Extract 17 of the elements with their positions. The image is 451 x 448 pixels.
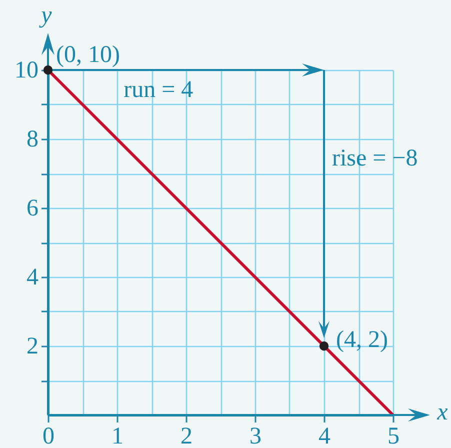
y-tick-label: 10 <box>14 58 38 84</box>
annotation: run = 4 <box>124 77 194 103</box>
x-tick-label: 2 <box>180 424 192 448</box>
x-tick-label: 5 <box>388 424 400 448</box>
x-tick-label: 1 <box>112 424 124 448</box>
y-axis-title: y <box>39 2 52 28</box>
x-tick-label: 0 <box>42 424 54 448</box>
y-tick-label: 6 <box>26 196 38 222</box>
y-tick-label: 4 <box>26 264 38 290</box>
annotation: rise = −8 <box>332 145 418 172</box>
annotation: (0, 10) <box>56 42 120 68</box>
x-tick-label: 3 <box>250 424 262 448</box>
y-tick-label: 8 <box>26 126 38 152</box>
x-axis-title: x <box>436 400 448 426</box>
y-tick-label: 2 <box>26 334 38 360</box>
annotation: (4, 2) <box>336 327 388 353</box>
x-tick-label: 4 <box>318 424 330 448</box>
